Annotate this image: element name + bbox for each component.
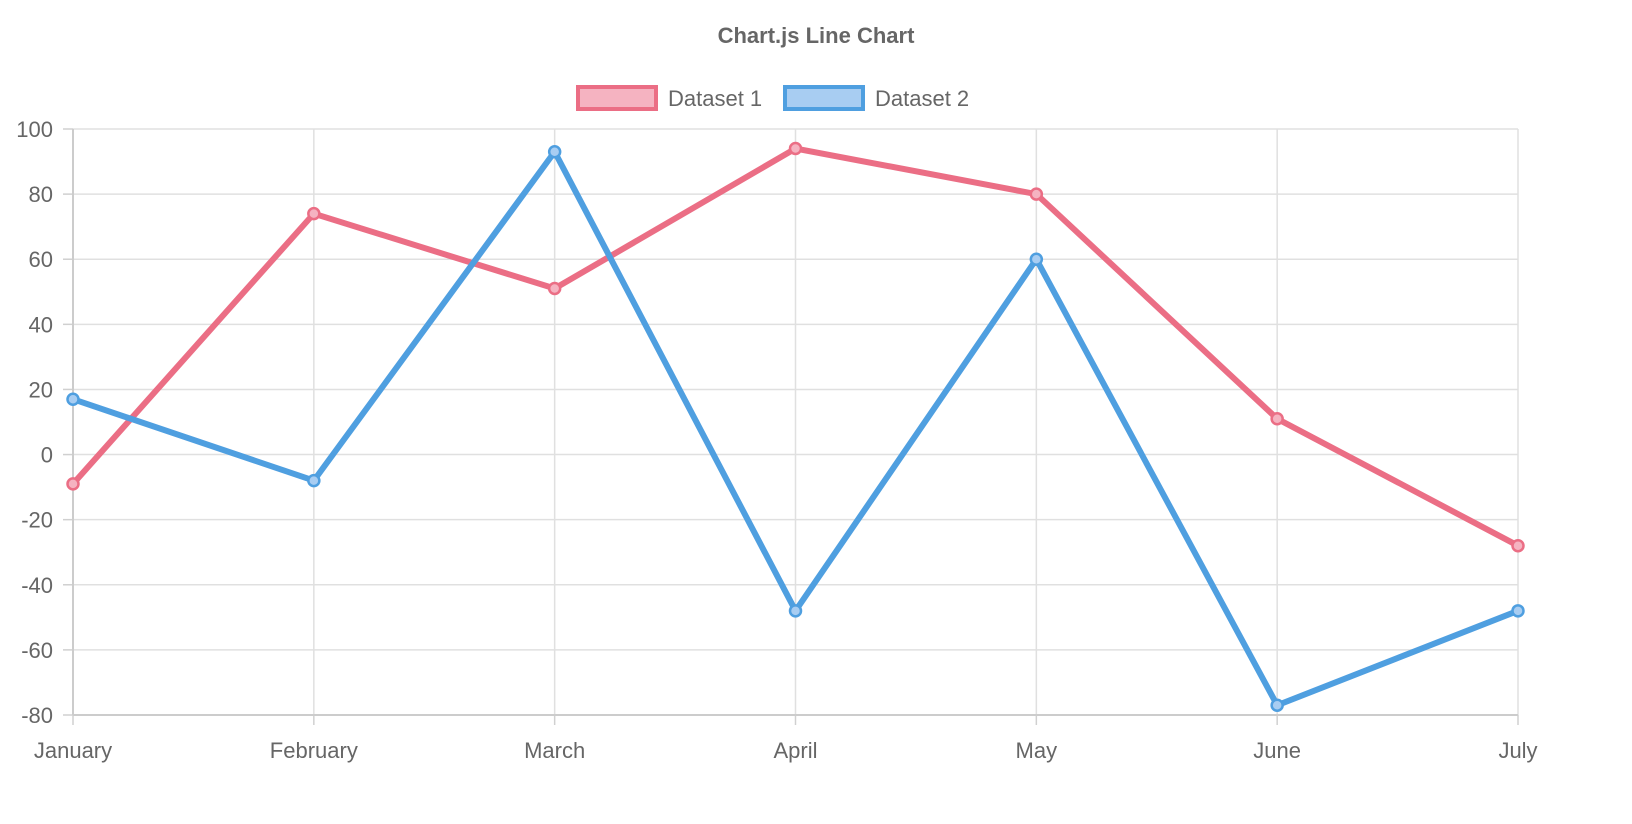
x-tick-label: May xyxy=(1016,738,1058,763)
data-point-dataset-2[interactable] xyxy=(788,604,803,618)
grid xyxy=(63,128,1519,725)
data-point-dataset-1[interactable] xyxy=(1029,187,1044,201)
y-tick-label: -80 xyxy=(21,703,53,728)
x-tick-label: January xyxy=(34,738,112,763)
series-dataset-1 xyxy=(66,141,1525,553)
y-tick-label: 20 xyxy=(29,377,53,402)
legend: Dataset 1 Dataset 2 xyxy=(576,85,969,111)
data-point-dataset-1[interactable] xyxy=(788,141,803,156)
x-tick-label: April xyxy=(773,738,817,763)
legend-label-dataset-2: Dataset 2 xyxy=(875,86,969,111)
x-axis-ticks: January February March April May June July xyxy=(34,738,1538,763)
x-tick-label: February xyxy=(270,738,358,763)
data-point-dataset-1[interactable] xyxy=(307,206,321,221)
data-point-dataset-2[interactable] xyxy=(66,392,80,406)
data-point-dataset-2[interactable] xyxy=(1029,252,1044,266)
data-point-dataset-1[interactable] xyxy=(1270,411,1284,426)
y-tick-label: 0 xyxy=(41,443,53,468)
chart-title: Chart.js Line Chart xyxy=(718,23,915,48)
y-tick-label: 40 xyxy=(29,312,53,337)
y-tick-label: 80 xyxy=(29,182,53,207)
series-dataset-2 xyxy=(66,145,1525,712)
y-axis-ticks: 100 80 60 40 20 0 -20 -40 -60 -80 xyxy=(16,117,53,728)
y-tick-label: 100 xyxy=(16,117,53,142)
legend-item-dataset-1[interactable]: Dataset 1 xyxy=(576,85,762,111)
legend-swatch-dataset-1 xyxy=(576,85,658,111)
data-point-dataset-2[interactable] xyxy=(1270,698,1284,712)
y-tick-label: -60 xyxy=(21,638,53,663)
data-point-dataset-2[interactable] xyxy=(547,145,562,159)
data-point-dataset-2[interactable] xyxy=(1511,604,1525,618)
legend-item-dataset-2[interactable]: Dataset 2 xyxy=(783,85,969,111)
series-layer xyxy=(66,141,1525,712)
axes xyxy=(72,129,1518,716)
legend-label-dataset-1: Dataset 1 xyxy=(668,86,762,111)
legend-swatch-dataset-2 xyxy=(783,85,865,111)
x-tick-label: July xyxy=(1498,738,1537,763)
data-point-dataset-1[interactable] xyxy=(547,281,562,296)
y-tick-label: -20 xyxy=(21,508,53,533)
x-tick-label: March xyxy=(524,738,585,763)
data-point-dataset-1[interactable] xyxy=(1511,538,1525,553)
data-point-dataset-2[interactable] xyxy=(307,473,321,488)
y-tick-label: -40 xyxy=(21,573,53,598)
data-point-dataset-1[interactable] xyxy=(66,477,80,491)
x-tick-label: June xyxy=(1253,738,1301,763)
y-tick-label: 60 xyxy=(29,247,53,272)
